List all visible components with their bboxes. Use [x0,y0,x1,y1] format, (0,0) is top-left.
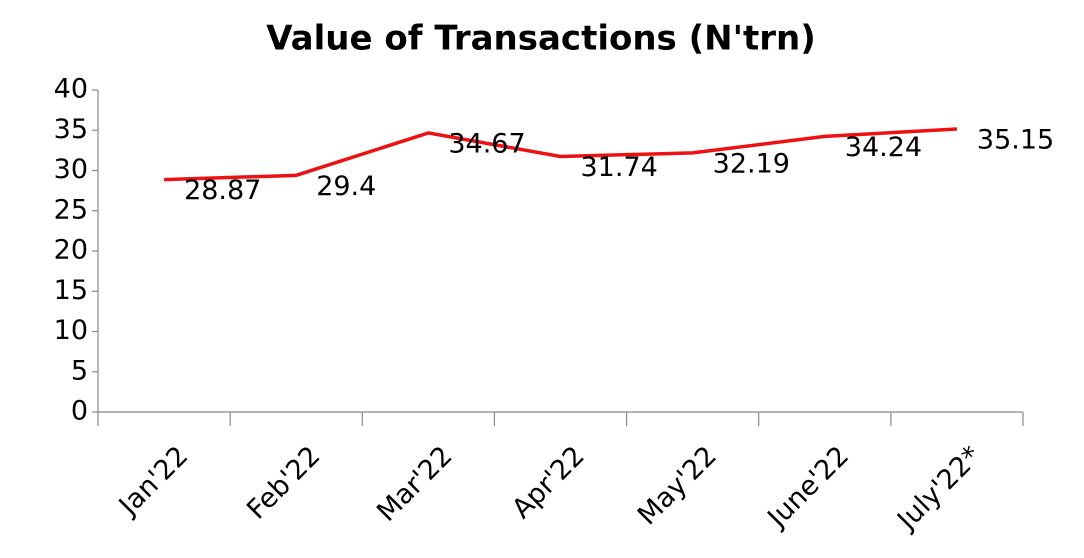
y-tick-label: 25 [54,194,88,225]
x-tick-label: June'22 [761,440,855,534]
chart-title: Value of Transactions (N'trn) [266,19,816,59]
y-tick-label: 35 [54,114,88,145]
y-tick-label: 5 [71,355,88,386]
x-tick-label: Feb'22 [241,440,326,525]
x-tick-label: Jan'22 [112,440,194,522]
x-tick-label: May'22 [632,440,723,531]
y-tick-label: 15 [54,275,88,306]
data-label: 35.15 [977,125,1054,156]
y-tick-label: 20 [54,235,88,266]
y-tick-label: 30 [54,154,88,185]
data-label: 32.19 [713,148,790,179]
data-label: 34.24 [845,132,922,163]
y-tick-label: 10 [54,315,88,346]
x-tick-label: Apr'22 [506,440,590,524]
data-label: 31.74 [581,152,658,183]
data-label: 28.87 [184,175,261,206]
y-tick-label: 40 [54,74,88,105]
data-label: 29.4 [316,171,376,202]
data-label: 34.67 [448,128,525,159]
line [164,127,958,182]
x-tick-label: July'22* [890,440,987,537]
y-tick-label: 0 [71,396,88,427]
x-tick-label: Mar'22 [371,440,458,527]
